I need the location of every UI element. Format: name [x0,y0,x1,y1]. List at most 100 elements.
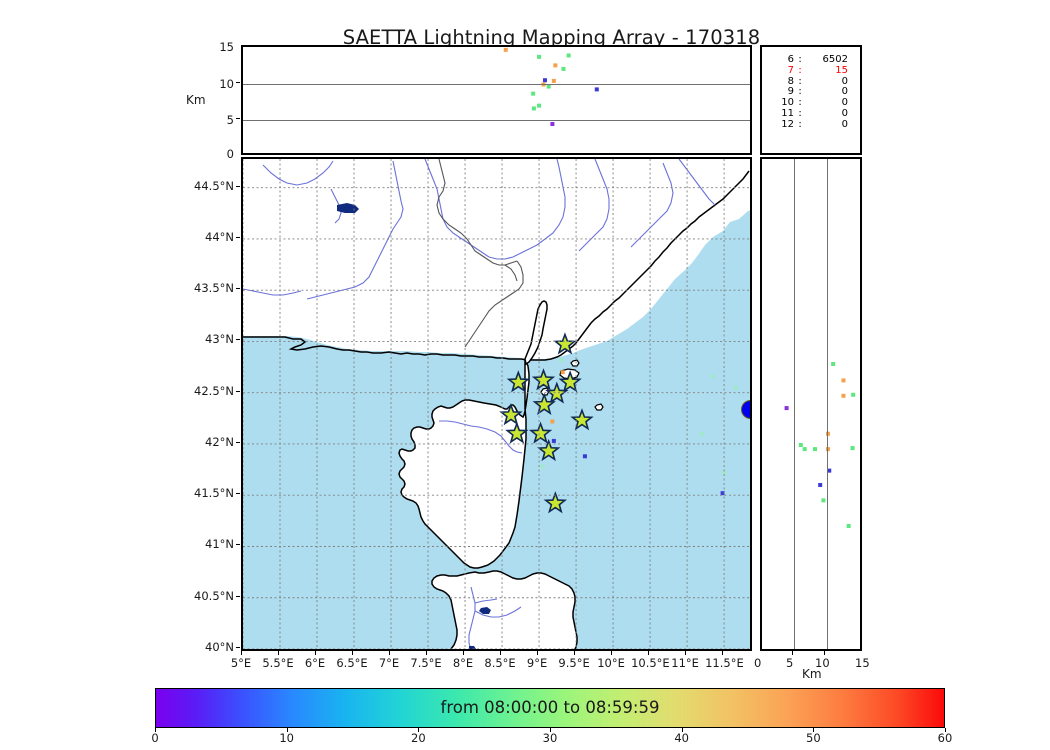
latitude-tickmark [236,493,240,495]
colorbar-tickmark [945,728,946,732]
coastline-mainland [243,170,750,361]
legend-station-count: 11 [781,107,794,119]
longitude-tick-6°E: 6°E [304,656,326,670]
vhf-source-point [553,63,558,68]
vhf-source-point [710,374,715,379]
colorbar-label: from 08:00:00 to 08:59:59 [440,698,660,717]
latitude-tickmark [236,236,240,238]
legend-separator: : [798,64,802,76]
lma-station-markers [499,332,594,514]
vhf-source-point [818,482,823,487]
vhf-source-point [722,470,727,475]
vhf-source-point [784,406,789,411]
right-xtick-0: 0 [754,656,762,670]
right-tickmark-5 [792,651,793,655]
colorbar-tick-50: 50 [806,731,821,745]
lake-sardinia-2 [469,646,476,649]
station-star-marker [536,438,561,462]
map-geography [243,159,750,649]
legend-source-count: 0 [841,97,848,109]
vhf-source-point [825,447,830,452]
altitude-latitude-panel [760,157,862,651]
right-xtick-5: 5 [786,656,794,670]
legend-source-count: 0 [841,118,848,130]
top-panel-axis-label: Km [186,93,206,107]
colorbar-tickmark [418,728,420,732]
colorbar-tick-0: 0 [151,731,159,745]
colorbar-tickmark [550,728,551,732]
vhf-source-point [537,54,542,59]
longitude-tick-7°E: 7°E [378,656,400,670]
station-star-marker [558,370,582,393]
gridline-10km [243,83,750,85]
legend-station-count: 9 [787,86,794,98]
right-xtick-15: 15 [855,656,870,670]
vhf-source-point [594,87,599,92]
vhf-source-point [831,362,836,367]
legend-separator: : [798,118,802,130]
top-ytick-5: 5 [226,113,234,127]
vhf-source-point [699,431,704,436]
colorbar-tick-20: 20 [411,731,426,745]
colorbar-tickmark [813,728,815,732]
lake-1 [337,203,359,213]
longitude-tickmark [426,651,428,655]
vhf-source-point [720,491,725,496]
map-gridlines [243,159,750,649]
legend-row: 6: 6502 [768,54,848,66]
longitude-tickmark [722,651,724,655]
vhf-source-point [551,438,556,443]
legend-row: 10: 0 [768,97,848,109]
latitude-tick-44.5°N: 44.5°N [194,178,234,193]
station-star-marker [545,381,569,404]
station-star-marker [570,408,594,431]
time-colorbar[interactable] [155,688,945,728]
latitude-tick-42.5°N: 42.5°N [194,383,234,398]
right-tickmark-10 [824,651,825,655]
vhf-source-point [566,53,571,58]
latitude-tick-41.5°N: 41.5°N [194,486,234,501]
vhf-source-point [537,103,542,108]
latitude-tickmark [236,441,240,443]
legend-separator: : [798,97,802,109]
legend-row: 12: 0 [768,118,848,131]
latitude-tick-43.5°N: 43.5°N [194,281,234,296]
colorbar-tick-40: 40 [674,731,689,745]
longitude-tickmark [315,651,316,655]
colorbar-tickmark [286,728,288,732]
longitude-tick-8.5°E: 8.5°E [484,656,516,670]
longitude-tick-11.5°E: 11.5°E [705,656,744,670]
vhf-source-point [825,431,830,436]
legend-separator: : [798,54,802,65]
latitude-tick-43°N: 43°N [205,332,234,347]
sardinia-island [431,570,578,649]
latitude-tick-40.5°N: 40.5°N [194,588,234,603]
vhf-source-point [841,378,846,383]
colorbar-tickmark [681,728,683,732]
station-star-marker [528,421,553,444]
colorbar-tick-10: 10 [279,731,294,745]
legend-row: 11: 0 [768,107,848,120]
vhf-source-point [850,446,855,451]
latitude-tickmark [236,595,240,597]
legend-source-count: 6502 [822,54,848,65]
legend-row: 7: 15 [768,64,848,77]
cap-corse [524,300,548,366]
top-panel-points [503,47,599,127]
top-tickmark-10 [236,82,240,83]
longitude-tickmark [241,651,242,655]
vhf-source-point [531,91,536,96]
corsica-island [398,358,530,569]
vhf-source-point [546,84,551,89]
right-panel-points [784,362,856,528]
longitude-tickmark [537,651,539,655]
top-ytick-10: 10 [219,77,234,91]
vhf-source-point [531,106,536,111]
longitude-tick-6.5°E: 6.5°E [336,656,368,670]
longitude-tick-7.5°E: 7.5°E [410,656,442,670]
vhf-source-point [503,47,508,52]
vhf-source-point [733,385,738,390]
legend-source-count: 0 [841,75,848,87]
map-source-points [540,357,738,496]
legend-rows: 6: 6502 7: 15 8: 0 9: 0 10: 0 11: 0 12: 0 [768,54,848,131]
